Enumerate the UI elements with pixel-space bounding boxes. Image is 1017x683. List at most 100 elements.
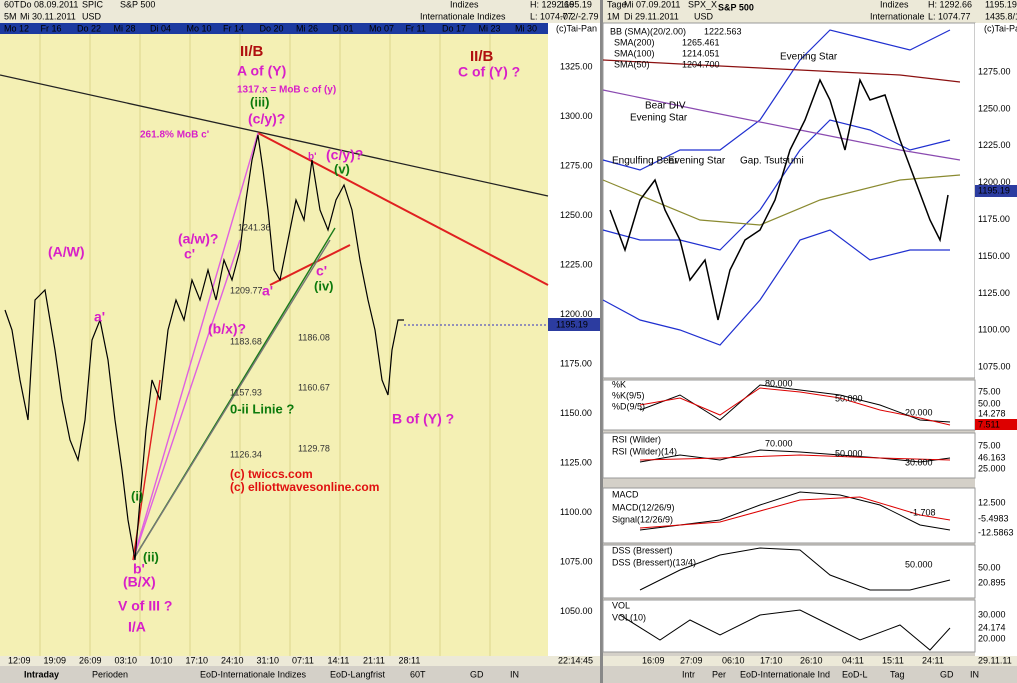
label: B of (Y) ? bbox=[392, 411, 454, 427]
tab[interactable]: Intraday bbox=[24, 669, 59, 679]
label: 75.00 bbox=[978, 386, 1001, 396]
label: 1M bbox=[607, 11, 620, 21]
label: 1126.34 bbox=[230, 449, 262, 459]
tab[interactable]: Tag bbox=[890, 669, 905, 679]
label: 50.000 bbox=[835, 448, 863, 458]
tab[interactable]: IN bbox=[970, 669, 979, 679]
label: (c) twiccs.com bbox=[230, 467, 313, 481]
label: 22:14:45 bbox=[558, 655, 593, 665]
label: 16:09 bbox=[642, 655, 665, 665]
label: Mi 23 bbox=[479, 23, 501, 33]
label: Mi 26 bbox=[296, 23, 318, 33]
label: 0-ii Linie ? bbox=[230, 401, 294, 416]
label: S&P 500 bbox=[120, 0, 155, 9]
label: RSI (Wilder)(14) bbox=[612, 446, 677, 456]
trend-line-red bbox=[257, 132, 549, 286]
tab[interactable]: Intr bbox=[682, 669, 695, 679]
label: SMA(200) bbox=[614, 37, 655, 47]
label: 1183.68 bbox=[230, 336, 262, 346]
label: 1157.93 bbox=[230, 387, 262, 397]
label: (i) bbox=[131, 488, 143, 503]
label: (c/y)? bbox=[248, 111, 285, 127]
price-tag-bg bbox=[548, 318, 600, 331]
label: H: 1292.66 bbox=[928, 0, 972, 9]
label: (c/y)? bbox=[326, 147, 363, 163]
label: 50.00 bbox=[978, 398, 1001, 408]
label: %K(9/5) bbox=[612, 390, 645, 400]
label: 261.8% MoB c' bbox=[140, 130, 209, 141]
label: H: 1292.66 bbox=[530, 0, 574, 9]
tab[interactable]: EoD-L bbox=[842, 669, 868, 679]
label: 1204.700 bbox=[682, 59, 720, 69]
label: MACD(12/26/9) bbox=[612, 502, 675, 512]
label: Mi 30.11.2011 bbox=[20, 11, 76, 21]
label: Mi 30 bbox=[515, 23, 537, 33]
label: 1175.00 bbox=[978, 214, 1010, 224]
label: Mo 12 bbox=[4, 23, 29, 33]
label: 1050.00 bbox=[560, 606, 593, 616]
price-line bbox=[4, 134, 404, 561]
label: 12:09 bbox=[8, 655, 31, 665]
label: VOL(10) bbox=[612, 612, 646, 622]
label: 14.278 bbox=[978, 408, 1006, 418]
label: 1265.461 bbox=[682, 37, 720, 47]
label: 1225.00 bbox=[978, 140, 1011, 150]
label: Indizes bbox=[880, 0, 909, 9]
label: MACD bbox=[612, 489, 639, 499]
label: Signal(12/26/9) bbox=[612, 514, 673, 524]
label: 1195.19 bbox=[556, 319, 588, 329]
label: 1300.00 bbox=[560, 111, 593, 121]
label: Do 08.09.2011 bbox=[20, 0, 78, 9]
label: BB (SMA)(20/2.00) bbox=[610, 26, 686, 36]
tab[interactable]: EoD-Internationale Indizes bbox=[200, 669, 307, 679]
label: c' bbox=[184, 246, 195, 262]
label: a' bbox=[262, 283, 273, 299]
right-plot bbox=[602, 22, 976, 379]
tab[interactable]: 60T bbox=[410, 669, 426, 679]
label: 1175.00 bbox=[560, 358, 592, 368]
label: 1275.00 bbox=[978, 66, 1011, 76]
label: Mo 07 bbox=[369, 23, 394, 33]
label: 25.000 bbox=[978, 463, 1006, 473]
label: b' bbox=[133, 561, 145, 577]
fan-lines bbox=[132, 132, 336, 561]
label: 24.174 bbox=[978, 622, 1006, 632]
tab[interactable]: IN bbox=[510, 669, 519, 679]
label: 03:10 bbox=[115, 655, 138, 665]
label: L: 1074.77 bbox=[928, 11, 971, 21]
label: Mi 07.09.2011 bbox=[624, 0, 680, 9]
label: DSS (Bressert) bbox=[612, 545, 673, 555]
label: 75.00 bbox=[978, 440, 1001, 450]
label: USD bbox=[694, 11, 714, 21]
tab[interactable]: GD bbox=[940, 669, 954, 679]
tab[interactable]: Per bbox=[712, 669, 726, 679]
label: DSS (Bressert)(13/4) bbox=[612, 557, 696, 567]
tab[interactable]: Perioden bbox=[92, 669, 128, 679]
right-header bbox=[603, 0, 1017, 23]
tab[interactable]: EoD-Internationale Ind bbox=[740, 669, 830, 679]
price-candles bbox=[609, 77, 949, 321]
label: SMA(100) bbox=[614, 48, 655, 58]
left-axis bbox=[548, 23, 600, 656]
right-xaxis bbox=[603, 656, 1017, 666]
label: 15:11 bbox=[882, 655, 904, 665]
tab[interactable]: EoD-Langfrist bbox=[330, 669, 386, 679]
label: -1.708 bbox=[910, 507, 936, 517]
tab[interactable]: GD bbox=[470, 669, 484, 679]
label: Fr 14 bbox=[223, 23, 244, 33]
label: 1100.00 bbox=[560, 507, 592, 517]
label: 1125.00 bbox=[560, 457, 592, 467]
label: 17:10 bbox=[186, 655, 209, 665]
label: (iii) bbox=[250, 94, 270, 109]
label: 20.000 bbox=[978, 633, 1006, 643]
label: SMA(50) bbox=[614, 59, 650, 69]
label: II/B bbox=[240, 43, 264, 60]
label: 26:10 bbox=[800, 655, 823, 665]
label: Do 22 bbox=[77, 23, 101, 33]
label: (a/w)? bbox=[178, 231, 218, 247]
label: 50.00 bbox=[978, 562, 1001, 572]
label: 1250.00 bbox=[560, 210, 593, 220]
label: (iv) bbox=[314, 278, 334, 293]
trend-line bbox=[0, 74, 549, 197]
